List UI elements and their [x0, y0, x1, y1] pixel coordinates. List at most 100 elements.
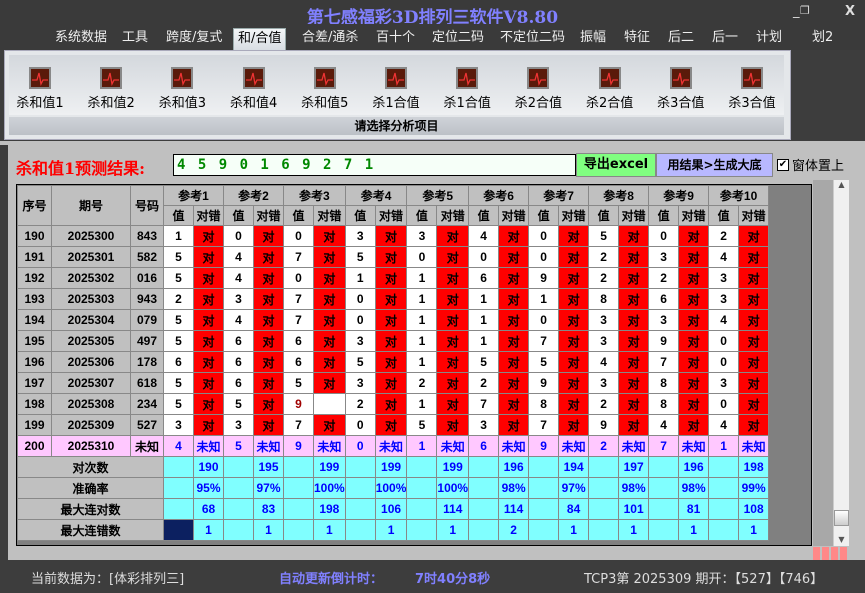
judge-cell: 未知	[253, 435, 284, 457]
tab-9[interactable]: 特征	[624, 30, 651, 45]
table-row[interactable]: 198 2025308 234 5 对 5 对 9 2 对 1 对 7 对 8 对 2 对 8 对 0 对	[17, 393, 770, 415]
prediction-result-field[interactable]: 4 5 9 0 1 6 9 2 7 1	[173, 154, 576, 176]
pending-row[interactable]: 200 2025310 未知 4 未知 5 未知 9 未知 0 未知 1 未知 6 未知 9 未知 2 未知 7 未知 1…	[17, 435, 770, 457]
scrollbar-thumb[interactable]	[834, 510, 849, 526]
close-button[interactable]: X	[845, 4, 856, 19]
stats-empty-cell	[163, 477, 194, 499]
window-ontop-checkbox[interactable]: ✔ 窗体置上	[777, 155, 844, 174]
value-cell: 1	[468, 309, 500, 331]
export-excel-button[interactable]: 导出excel	[576, 153, 656, 177]
tab-8[interactable]: 振幅	[580, 30, 607, 45]
table-row[interactable]: 193 2025303 943 2 对 3 对 7 对 0 对 1 对 1 对 1 对 8 对 6 对 3 对	[17, 288, 770, 310]
header-ref: 参考3	[283, 185, 346, 206]
tab-3[interactable]: 和/合值	[233, 28, 287, 50]
header-value: 值	[528, 205, 560, 226]
table-row[interactable]: 196 2025306 178 6 对 6 对 6 对 5 对 1 对 5 对 5 对 4 对 7 对 0 对	[17, 351, 770, 373]
seq-cell: 190	[17, 225, 52, 247]
stats-value: 81	[678, 498, 710, 520]
table-row[interactable]: 191 2025301 582 5 对 4 对 7 对 5 对 0 对 0 对 0 对 2 对 3 对 4 对	[17, 246, 770, 268]
table-row[interactable]: 194 2025304 079 5 对 4 对 7 对 0 对 1 对 1 对 0 对 3 对 3 对 4 对	[17, 309, 770, 331]
ribbon-item[interactable]: 杀1合值	[367, 67, 425, 111]
value-cell: 3	[708, 288, 740, 310]
ribbon-item[interactable]: 杀和值4	[225, 67, 283, 111]
heartbeat-monitor-icon	[29, 67, 51, 89]
tab-7[interactable]: 不定位二码	[500, 30, 566, 45]
judge-cell: 对	[374, 330, 408, 352]
stats-empty-cell	[528, 498, 560, 520]
judge-cell: 对	[253, 330, 284, 352]
judge-cell: 对	[193, 330, 224, 352]
value-cell: 3	[344, 330, 376, 352]
scroll-up-icon[interactable]: ▲	[838, 180, 845, 189]
value-cell: 5	[163, 372, 194, 394]
value-cell: 0	[344, 435, 376, 457]
ribbon-item[interactable]: 杀3合值	[723, 67, 781, 111]
stats-label: 最大连对数	[17, 498, 164, 520]
tab-6[interactable]: 定位二码	[432, 30, 485, 45]
ribbon-item[interactable]: 杀和值1	[11, 67, 69, 111]
tab-0[interactable]: 系统数据	[55, 30, 108, 45]
value-cell: 0	[528, 225, 560, 247]
value-cell: 5	[528, 351, 560, 373]
table-row[interactable]: 197 2025307 618 5 对 6 对 5 对 3 对 2 对 2 对 9 对 3 对 8 对 3 对	[17, 372, 770, 394]
judge-cell: 未知	[678, 435, 710, 457]
value-cell: 2	[406, 372, 438, 394]
minimize-button[interactable]: _	[793, 4, 800, 19]
ribbon-item[interactable]: 杀和值5	[296, 67, 354, 111]
heartbeat-monitor-icon	[242, 67, 265, 89]
table-row[interactable]: 192 2025302 016 5 对 4 对 0 对 1 对 1 对 6 对 9 对 2 对 2 对 3 对	[17, 267, 770, 289]
seq-cell: 194	[17, 309, 52, 331]
vertical-scrollbar[interactable]: ▲ ▼	[833, 180, 849, 546]
stats-value: 1	[374, 519, 408, 541]
value-cell: 0	[528, 246, 560, 268]
value-cell: 3	[344, 225, 376, 247]
judge-cell: 对	[558, 225, 590, 247]
ribbon-item[interactable]: 杀1合值	[438, 67, 496, 111]
ribbon-item[interactable]: 杀2合值	[581, 67, 639, 111]
tab-2[interactable]: 跨度/复式	[166, 30, 223, 45]
judge-cell: 对	[498, 288, 530, 310]
tab-1[interactable]: 工具	[122, 30, 149, 45]
heartbeat-monitor-icon	[171, 67, 194, 89]
value-cell: 1	[406, 435, 438, 457]
value-cell: 0	[648, 225, 680, 247]
tab-12[interactable]: 计划	[756, 30, 783, 45]
table-row[interactable]: 190 2025300 843 1 对 0 对 0 对 3 对 3 对 4 对 0 对 5 对 0 对 2 对	[17, 225, 770, 247]
heartbeat-monitor-icon	[385, 67, 407, 89]
tab-4[interactable]: 合差/通杀	[302, 30, 359, 45]
number-cell: 943	[130, 288, 164, 310]
generate-base-button[interactable]: 用结果>生成大底	[656, 153, 773, 177]
ribbon-item[interactable]: 杀和值3	[153, 67, 211, 111]
value-cell: 2	[588, 435, 620, 457]
judge-cell: 对	[618, 309, 650, 331]
ribbon-item[interactable]: 杀2合值	[509, 67, 567, 111]
stats-value: 97%	[558, 477, 590, 499]
tab-13[interactable]: 划2	[812, 30, 834, 45]
ribbon-item[interactable]: 杀3合值	[652, 67, 710, 111]
issue-cell: 2025306	[51, 351, 131, 373]
value-cell: 8	[648, 372, 680, 394]
stats-empty-cell	[708, 519, 740, 541]
judge-cell: 对	[678, 288, 710, 310]
table-row[interactable]: 199 2025309 527 3 对 3 对 7 对 0 对 5 对 3 对 7 对 9 对 4 对 4 对	[17, 414, 770, 436]
tab-11[interactable]: 后一	[712, 30, 739, 45]
scroll-down-icon[interactable]: ▼	[838, 535, 845, 544]
table-row[interactable]: 195 2025305 497 5 对 6 对 6 对 3 对 1 对 1 对 7 对 3 对 9 对 0 对	[17, 330, 770, 352]
value-cell: 8	[528, 393, 560, 415]
judge-cell: 对	[558, 309, 590, 331]
judge-cell: 对	[618, 393, 650, 415]
checkbox-icon[interactable]: ✔	[777, 158, 789, 171]
ribbon-item[interactable]: 杀和值2	[82, 67, 140, 111]
tab-10[interactable]: 后二	[668, 30, 695, 45]
judge-cell: 对	[498, 246, 530, 268]
value-cell: 4	[163, 435, 194, 457]
judge-cell: 对	[498, 351, 530, 373]
value-cell: 7	[528, 330, 560, 352]
seq-cell: 193	[17, 288, 52, 310]
maximize-button[interactable]: ❐	[800, 4, 810, 17]
tab-5[interactable]: 百十个	[376, 30, 416, 45]
stats-label: 最大连错数	[17, 519, 164, 541]
value-cell: 7	[283, 309, 314, 331]
judge-cell: 对	[678, 393, 710, 415]
judge-cell: 对	[193, 414, 224, 436]
